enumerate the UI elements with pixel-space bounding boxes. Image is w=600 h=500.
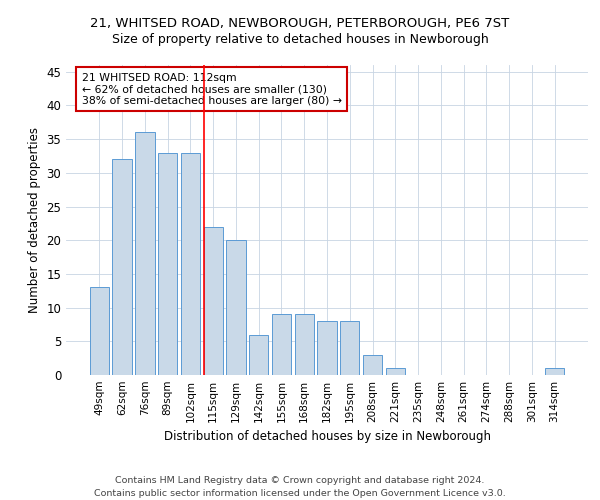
Bar: [226, 240, 245, 375]
Bar: [317, 321, 337, 375]
Bar: [112, 160, 132, 375]
Text: Contains HM Land Registry data © Crown copyright and database right 2024.
Contai: Contains HM Land Registry data © Crown c…: [94, 476, 506, 498]
Bar: [135, 132, 155, 375]
Bar: [295, 314, 314, 375]
Y-axis label: Number of detached properties: Number of detached properties: [28, 127, 41, 313]
Bar: [272, 314, 291, 375]
Bar: [545, 368, 564, 375]
Bar: [203, 226, 223, 375]
Bar: [386, 368, 405, 375]
X-axis label: Distribution of detached houses by size in Newborough: Distribution of detached houses by size …: [163, 430, 491, 444]
Bar: [249, 334, 268, 375]
Bar: [90, 288, 109, 375]
Bar: [158, 152, 178, 375]
Text: 21 WHITSED ROAD: 112sqm
← 62% of detached houses are smaller (130)
38% of semi-d: 21 WHITSED ROAD: 112sqm ← 62% of detache…: [82, 72, 341, 106]
Bar: [340, 321, 359, 375]
Bar: [181, 152, 200, 375]
Text: 21, WHITSED ROAD, NEWBOROUGH, PETERBOROUGH, PE6 7ST: 21, WHITSED ROAD, NEWBOROUGH, PETERBOROU…: [91, 18, 509, 30]
Bar: [363, 355, 382, 375]
Text: Size of property relative to detached houses in Newborough: Size of property relative to detached ho…: [112, 32, 488, 46]
